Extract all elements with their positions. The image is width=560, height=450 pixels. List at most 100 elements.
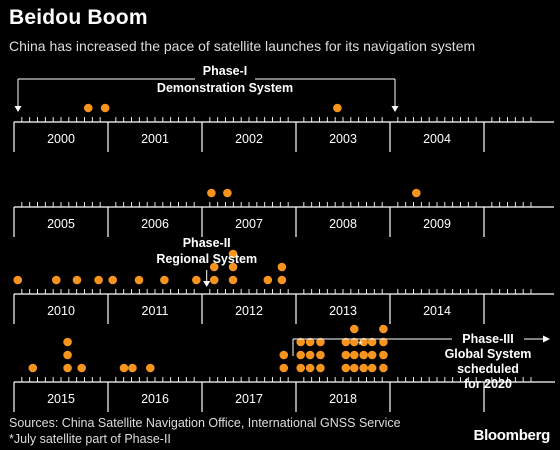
phase1-label-line2: Demonstration System bbox=[157, 81, 293, 95]
launch-dot bbox=[316, 363, 325, 373]
year-label: 2011 bbox=[142, 304, 169, 318]
launch-dot bbox=[412, 188, 421, 198]
launch-dot bbox=[263, 275, 273, 285]
launch-dot bbox=[146, 363, 155, 373]
launch-dot bbox=[63, 337, 72, 347]
launch-dot bbox=[359, 363, 368, 373]
year-label: 2009 bbox=[423, 217, 451, 231]
launch-dot bbox=[72, 275, 82, 285]
launch-dot bbox=[305, 350, 315, 360]
launch-dot bbox=[333, 103, 342, 113]
phase3-arrowhead bbox=[543, 335, 550, 343]
phase1-label-line1: Phase-I bbox=[203, 64, 247, 78]
launch-dot bbox=[367, 350, 377, 360]
launch-dot bbox=[341, 350, 351, 360]
asterisk-mark: * bbox=[358, 338, 363, 352]
launch-dot bbox=[296, 350, 306, 360]
launch-dot bbox=[367, 363, 377, 373]
launch-dot bbox=[134, 275, 144, 285]
launch-dot bbox=[305, 363, 315, 373]
launch-dot bbox=[52, 275, 61, 285]
phase3-label-line3: scheduled bbox=[457, 362, 519, 376]
timeline-axes: 2000 2001 2002 2003 2004 2005 2006 2007 2008 2009… bbox=[13, 117, 555, 412]
year-label: 2015 bbox=[47, 392, 75, 406]
launch-dot bbox=[349, 337, 359, 347]
launch-dot bbox=[316, 337, 325, 347]
year-label: 2003 bbox=[329, 132, 357, 146]
phase1-arrowhead bbox=[14, 106, 22, 112]
phase2-label-line2: Regional System bbox=[156, 252, 257, 266]
launch-dot bbox=[367, 337, 377, 347]
launch-dot bbox=[359, 337, 368, 347]
launch-dot bbox=[108, 275, 117, 285]
launch-dot bbox=[349, 324, 359, 334]
launch-dot bbox=[77, 363, 86, 373]
launch-dot bbox=[119, 363, 129, 373]
year-label: 2000 bbox=[47, 132, 75, 146]
launch-dot bbox=[63, 350, 72, 360]
year-label: 2016 bbox=[141, 392, 169, 406]
launch-dot bbox=[63, 363, 72, 373]
bloomberg-logo: Bloomberg bbox=[473, 427, 551, 444]
launch-dot bbox=[349, 350, 359, 360]
year-label: 2006 bbox=[141, 217, 169, 231]
launch-dot bbox=[341, 337, 351, 347]
launch-dot bbox=[379, 363, 388, 373]
launch-dot bbox=[359, 350, 368, 360]
launch-dot bbox=[279, 350, 289, 360]
phase3-label-line2: Global System bbox=[445, 347, 532, 361]
phase-annotations bbox=[14, 76, 550, 356]
year-label: 2007 bbox=[235, 217, 263, 231]
launch-dot bbox=[228, 275, 238, 285]
launch-dot bbox=[349, 363, 359, 373]
source-note: Sources: China Satellite Navigation Offi… bbox=[9, 416, 401, 430]
launch-dot bbox=[379, 337, 388, 347]
launch-dot bbox=[279, 363, 289, 373]
year-label: 2014 bbox=[423, 304, 451, 318]
launch-dot bbox=[83, 103, 93, 113]
launch-dot bbox=[223, 188, 232, 198]
launch-dots bbox=[13, 103, 421, 373]
launch-dot bbox=[305, 337, 315, 347]
year-label: 2010 bbox=[47, 304, 75, 318]
launch-dot bbox=[296, 337, 306, 347]
launch-dot bbox=[207, 188, 216, 198]
launch-dot bbox=[13, 275, 23, 285]
year-label: 2008 bbox=[329, 217, 357, 231]
year-label: 2001 bbox=[141, 132, 169, 146]
launch-dot bbox=[341, 363, 351, 373]
launch-dot bbox=[228, 262, 238, 272]
phase1-label-mask bbox=[195, 76, 255, 82]
chart-subtitle: China has increased the pace of satellit… bbox=[9, 38, 476, 54]
phase3-label-line1: Phase-III bbox=[462, 332, 513, 346]
launch-dot bbox=[94, 275, 103, 285]
year-label: 2004 bbox=[423, 132, 451, 146]
year-label: 2013 bbox=[329, 304, 357, 318]
year-label: 2012 bbox=[235, 304, 263, 318]
year-label: 2002 bbox=[235, 132, 263, 146]
launch-dot bbox=[316, 350, 325, 360]
launch-dot bbox=[277, 262, 287, 272]
footnote: *July satellite part of Phase-II bbox=[9, 432, 171, 446]
launch-dot bbox=[296, 363, 306, 373]
launch-dot bbox=[277, 275, 287, 285]
phase3-label-mask bbox=[452, 336, 524, 342]
year-label: 2018 bbox=[329, 392, 357, 406]
launch-dot bbox=[228, 249, 238, 259]
phase3-label-line4: for 2020 bbox=[464, 377, 512, 391]
launch-dot bbox=[209, 275, 219, 285]
launch-dot bbox=[28, 363, 38, 373]
launch-dot bbox=[100, 103, 110, 113]
launch-dot bbox=[160, 275, 169, 285]
year-label: 2017 bbox=[235, 392, 263, 406]
chart-title: Beidou Boom bbox=[9, 6, 148, 29]
phase1-arrowhead bbox=[391, 106, 399, 112]
launch-dot bbox=[379, 350, 388, 360]
year-label: 2005 bbox=[47, 217, 75, 231]
launch-dot bbox=[192, 275, 201, 285]
phase2-label-line1: Phase-II bbox=[183, 236, 231, 250]
launch-dot bbox=[209, 262, 219, 272]
launch-dot bbox=[379, 324, 388, 334]
phase2-arrowhead bbox=[203, 281, 211, 287]
